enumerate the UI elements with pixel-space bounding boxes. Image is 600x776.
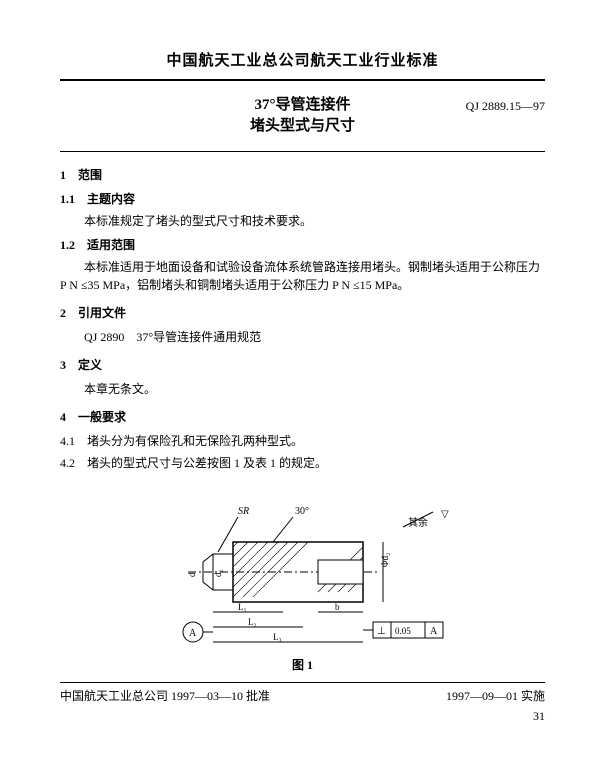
section-4-heading: 4 一般要求 (60, 408, 545, 426)
label-l3: L₃ (273, 632, 282, 642)
section-2-heading: 2 引用文件 (60, 304, 545, 322)
section-3-heading: 3 定义 (60, 356, 545, 374)
section-2-para: QJ 2890 37°导管连接件通用规范 (60, 328, 545, 346)
section-1-2-heading: 1.2 适用范围 (60, 236, 545, 254)
label-angle: 30° (295, 506, 309, 517)
figure-svg: SR 30° 其余 ▽ d d₁ Φd₂ L₁ L₂ L₃ b A ⊥ 0.05… (143, 482, 463, 652)
section-4-2: 4.2 堵头的型式尺寸与公差按图 1 及表 1 的规定。 (60, 454, 545, 472)
section-4-1: 4.1 堵头分为有保险孔和无保险孔两种型式。 (60, 432, 545, 450)
label-sr: SR (238, 506, 249, 517)
figure-caption: 图 1 (60, 656, 545, 674)
footer-row: 中国航天工业总公司 1997—03—10 批准 1997—09—01 实施 (60, 687, 545, 705)
label-l1: L₁ (238, 602, 247, 612)
section-1-1-para: 本标准规定了堵头的型式尺寸和技术要求。 (60, 212, 545, 230)
section-1-2-para: 本标准适用于地面设备和试验设备流体系统管路连接用堵头。钢制堵头适用于公称压力 P… (60, 258, 545, 294)
label-b: b (335, 602, 340, 612)
section-3-para: 本章无条文。 (60, 380, 545, 398)
section-1-1-heading: 1.1 主题内容 (60, 190, 545, 208)
page-number: 31 (60, 707, 545, 725)
footer-left: 中国航天工业总公司 1997—03—10 批准 (60, 687, 270, 705)
header-rule (60, 79, 545, 81)
label-l2: L₂ (248, 617, 257, 627)
label-a-ref: A (430, 626, 438, 637)
datum-a: A (189, 628, 197, 639)
title-line-2: 堵头型式与尺寸 (60, 116, 545, 137)
figure-1: SR 30° 其余 ▽ d d₁ Φd₂ L₁ L₂ L₃ b A ⊥ 0.05… (60, 482, 545, 674)
title-block: 37°导管连接件 堵头型式与尺寸 QJ 2889.15—97 (60, 95, 545, 137)
label-d2: Φd₂ (380, 552, 390, 566)
perp-icon: ⊥ (377, 626, 386, 637)
footer-right: 1997—09—01 实施 (446, 687, 545, 705)
footer-rule (60, 682, 545, 683)
standard-code: QJ 2889.15—97 (466, 97, 545, 115)
label-rest: 其余 (408, 516, 428, 529)
tri-icon: ▽ (441, 509, 449, 520)
header-org: 中国航天工业总公司航天工业行业标准 (60, 50, 545, 73)
sub-rule (60, 151, 545, 152)
label-d: d (187, 572, 197, 577)
label-tol: 0.05 (395, 626, 411, 636)
label-d1: d₁ (213, 569, 223, 577)
section-1-heading: 1 范围 (60, 166, 545, 184)
